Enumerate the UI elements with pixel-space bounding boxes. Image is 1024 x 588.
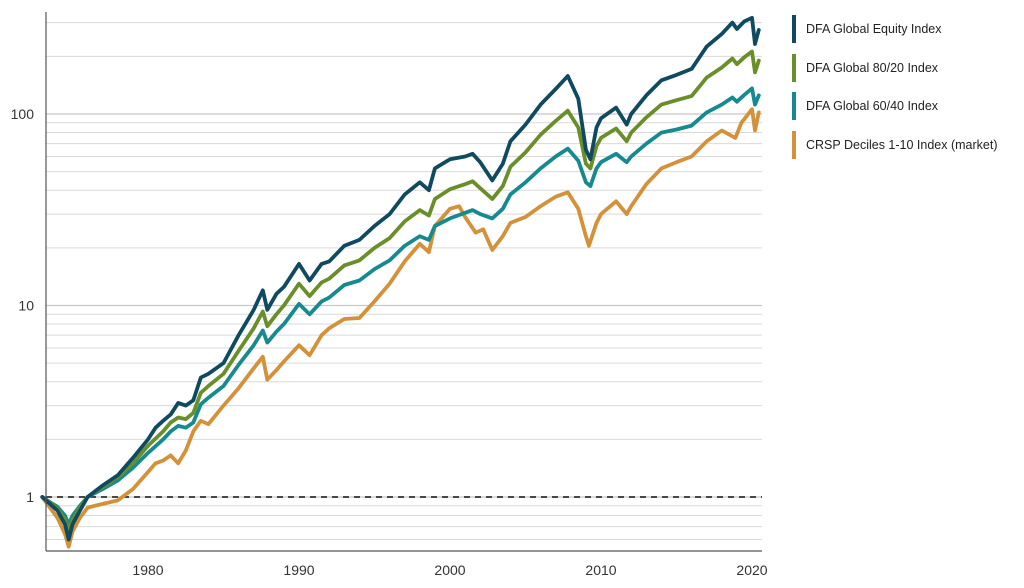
legend-label-crsp: CRSP Deciles 1-10 Index (market) bbox=[806, 137, 998, 152]
axes bbox=[45, 12, 762, 552]
legend-label-equity: DFA Global Equity Index bbox=[806, 22, 942, 36]
x-tick-label-1980: 1980 bbox=[132, 562, 163, 578]
y-tick-labels: 1 10 100 bbox=[11, 106, 35, 505]
y-tick-label-100: 100 bbox=[11, 106, 35, 122]
legend-label-60-40: DFA Global 60/40 Index bbox=[806, 99, 939, 113]
legend-swatch-80-20 bbox=[792, 53, 796, 82]
gridlines bbox=[46, 22, 762, 540]
legend-item-crsp[interactable]: CRSP Deciles 1-10 Index (market) bbox=[792, 130, 1020, 160]
legend-label-80-20: DFA Global 80/20 Index bbox=[806, 60, 939, 75]
series-line-80-20 bbox=[40, 49, 761, 534]
x-tick-label-1990: 1990 bbox=[283, 562, 314, 578]
series-line-60-40 bbox=[40, 86, 761, 527]
chart-legend: DFA Global Equity Index DFA Global 80/20… bbox=[792, 14, 1020, 168]
y-tick-label-1: 1 bbox=[26, 489, 34, 505]
legend-item-equity[interactable]: DFA Global Equity Index bbox=[792, 14, 1020, 44]
series-lines bbox=[40, 15, 761, 549]
legend-swatch-equity bbox=[792, 15, 796, 43]
legend-item-80-20[interactable]: DFA Global 80/20 Index bbox=[792, 53, 1020, 83]
y-tick-label-10: 10 bbox=[18, 298, 34, 314]
x-tick-labels: 1980 1990 2000 2010 2020 bbox=[132, 562, 767, 578]
series-line-crsp bbox=[40, 107, 761, 549]
legend-swatch-crsp bbox=[792, 130, 796, 159]
legend-item-60-40[interactable]: DFA Global 60/40 Index bbox=[792, 91, 1020, 121]
x-tick-label-2010: 2010 bbox=[585, 562, 616, 578]
legend-swatch-60-40 bbox=[792, 92, 796, 120]
x-tick-label-2020: 2020 bbox=[736, 562, 767, 578]
series-line-equity bbox=[40, 15, 761, 542]
x-tick-label-2000: 2000 bbox=[434, 562, 465, 578]
